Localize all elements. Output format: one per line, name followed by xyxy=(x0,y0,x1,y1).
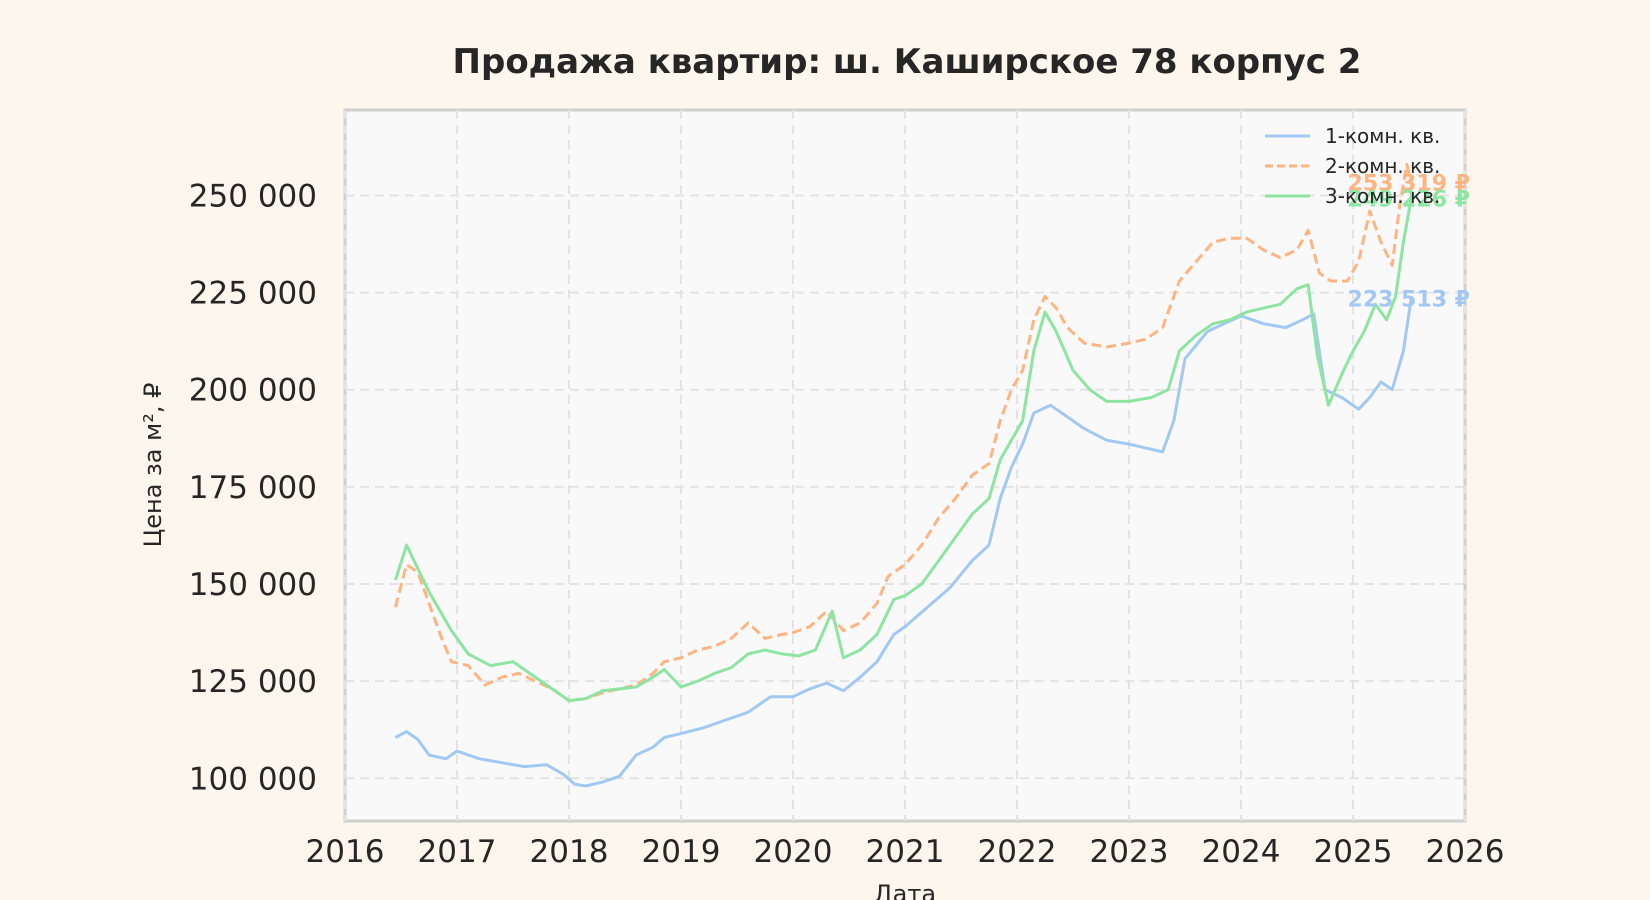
x-tick-label: 2017 xyxy=(418,834,497,870)
y-tick-label: 125 000 xyxy=(189,664,317,700)
x-tick-label: 2022 xyxy=(978,834,1057,870)
y-tick-label: 250 000 xyxy=(189,178,317,214)
y-tick-label: 200 000 xyxy=(189,373,317,409)
x-tick-label: 2018 xyxy=(530,834,609,870)
chart-title: Продажа квартир: ш. Каширское 78 корпус … xyxy=(453,42,1362,82)
y-tick-label: 100 000 xyxy=(189,761,317,797)
legend-label: 2-комн. кв. xyxy=(1325,154,1440,178)
end-labels: 223 513 ₽ 253 319 ₽249 226 ₽ xyxy=(1348,172,1470,313)
x-tick-label: 2016 xyxy=(306,834,385,870)
y-axis-ticks: 100 000 125 000 150 000 175 000 200 000 225 0… xyxy=(189,178,317,797)
series-end-label: 249 226 ₽ xyxy=(1348,187,1470,212)
x-tick-label: 2024 xyxy=(1202,834,1281,870)
x-tick-label: 2026 xyxy=(1426,834,1505,870)
legend-label: 3-комн. кв. xyxy=(1325,184,1440,208)
y-axis-label: Цена за м², ₽ xyxy=(139,383,167,548)
y-tick-label: 225 000 xyxy=(189,276,317,312)
series-end-label: 223 513 ₽ xyxy=(1348,287,1470,312)
series-end-label: 253 319 ₽ xyxy=(1348,172,1470,197)
y-tick-label: 175 000 xyxy=(189,470,317,506)
series-line-1 xyxy=(394,298,1413,788)
x-axis-ticks: 2016 2017 2018 2019 2020 2021 2022 2023 2024 2025… xyxy=(306,834,1505,870)
x-tick-label: 2019 xyxy=(642,834,721,870)
series-group xyxy=(393,162,1413,788)
x-tick-label: 2020 xyxy=(754,834,833,870)
series-line-3 xyxy=(393,198,1413,703)
y-tick-label: 150 000 xyxy=(189,567,317,603)
x-tick-label: 2021 xyxy=(866,834,945,870)
legend: 1-комн. кв. 2-комн. кв. 3-комн. кв. xyxy=(1265,124,1440,208)
x-axis-label: Дата xyxy=(874,880,936,900)
legend-label: 1-комн. кв. xyxy=(1325,124,1440,148)
grid xyxy=(344,110,1466,821)
x-tick-label: 2023 xyxy=(1090,834,1169,870)
x-tick-label: 2025 xyxy=(1314,834,1393,870)
